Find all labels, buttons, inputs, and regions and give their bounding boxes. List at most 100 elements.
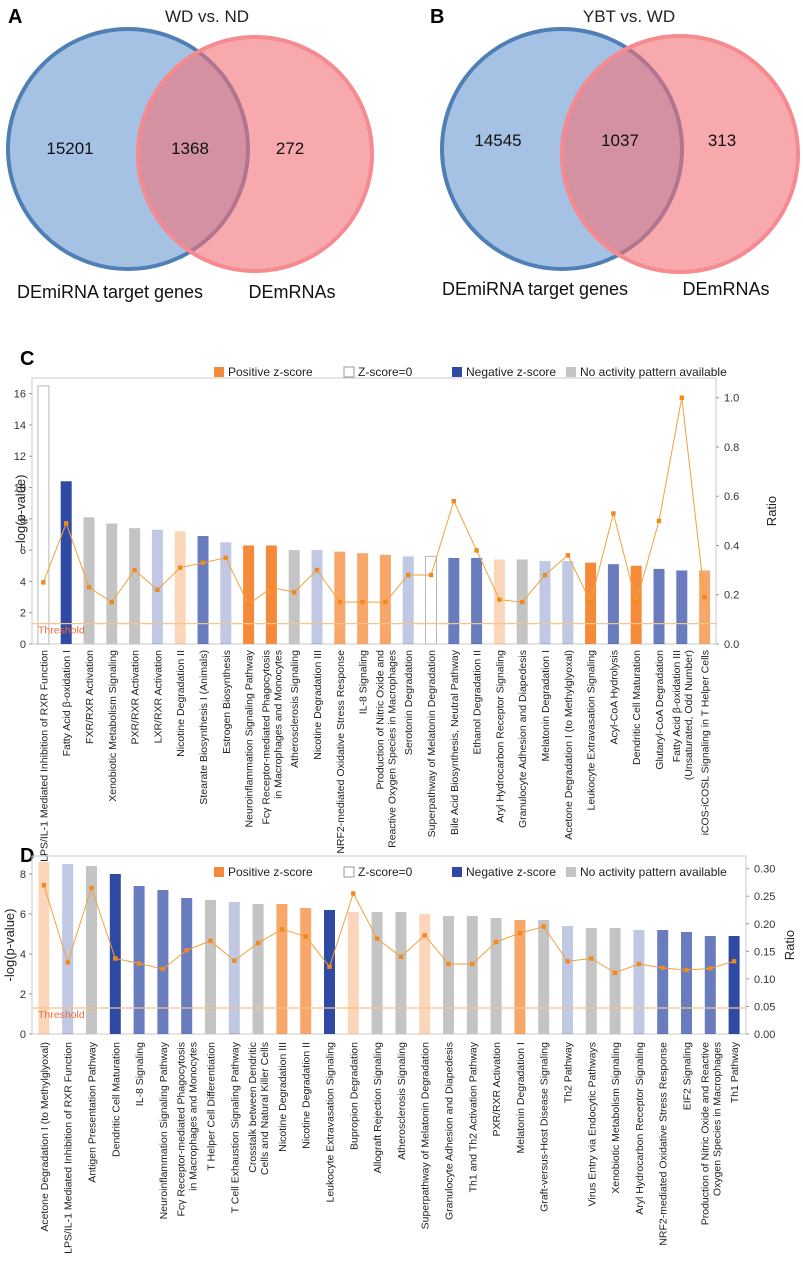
y2-tick-label: 1.0 [724, 393, 739, 405]
category-label-line: Atherosclerosis Signaling [289, 650, 301, 768]
category-label-line: Acyl-CoA Hydrolysis [608, 650, 620, 745]
bar [728, 936, 740, 1034]
venn-a: WD vs. ND 15201 1368 272 DEmiRNA target … [6, 7, 374, 302]
venn-a-left-count: 15201 [46, 139, 93, 158]
bar [562, 926, 573, 1034]
y2-tick-label: 0.05 [754, 1001, 775, 1013]
category-label-line: Th2 Pathway [563, 1041, 575, 1103]
ratio-point [474, 548, 479, 553]
bar [471, 557, 483, 644]
bar [106, 523, 118, 644]
y2-tick-label: 0.25 [754, 891, 775, 903]
category-label-line: EIF2 Signaling [682, 1042, 694, 1110]
category-label: Aryl Hydrocarbon Receptor Signaling [494, 650, 506, 823]
bar [443, 916, 454, 1034]
category-label-line: Acetone Degradation I (to Methylglyoxal) [39, 1042, 51, 1232]
category-label: Th1 and Th2 Activation Pathway [467, 1041, 479, 1192]
category-label-line: Xenobiotic Metabolism Signaling [610, 1042, 622, 1194]
category-label: Virus Entry via Endocytic Pathways [586, 1042, 598, 1206]
category-label: NRF2-mediated Oxidative Stress Response [335, 650, 347, 854]
category-label-line: Serotonin Degradation [403, 650, 415, 755]
category-label-line: Graft-versus-Host Disease Signaling [539, 1042, 551, 1212]
category-label-line: Nicotine Degradation III [312, 650, 324, 760]
category-label: Leukocyte Extravasation Signaling [325, 1042, 337, 1203]
y2-tick-label: 0.10 [754, 974, 775, 986]
ratio-point [255, 940, 261, 946]
category-label: Granulocyte Adhesion and Diapedesis [444, 1042, 456, 1220]
legend-swatch-na [566, 367, 576, 377]
ratio-point [155, 587, 160, 593]
legend-swatch-negative [452, 867, 462, 877]
ratio-point [337, 599, 342, 605]
category-label: Aryl Hydrocarbon Receptor Signaling [634, 1042, 646, 1215]
panel-letter-b: B [430, 6, 444, 28]
bar [448, 557, 460, 644]
venn-a-right-label: DEmRNAs [248, 282, 335, 302]
category-label-line: Ethanol Degradation II [472, 650, 484, 755]
bar [228, 902, 240, 1034]
chart-c: 0 2 4 6 8 10 12 14 16 0.0 0.2 0.4 0.6 0.8 1.0 -log(p-va… [13, 365, 779, 862]
ratio-point [132, 567, 137, 573]
category-label: Neuroinflammation Signaling Pathway [244, 649, 256, 827]
ratio-point [497, 597, 502, 602]
category-label-line: Estrogen Biosynthesis [221, 650, 233, 754]
category-label-line: Th1 and Th2 Activation Pathway [467, 1041, 479, 1192]
category-label-line: PXR/RXR Activation [130, 650, 142, 745]
y2-tick-label: 0.00 [754, 1029, 775, 1041]
category-label: Dendritic Cell Maturation [110, 1042, 122, 1157]
category-label-line: (Unsaturated, Odd Number) [683, 650, 695, 780]
bar [174, 531, 186, 644]
bar [252, 904, 264, 1034]
category-label-line: Fatty Acid β-oxidation I [61, 650, 73, 756]
legend-swatch-positive [214, 367, 224, 377]
ratio-point [398, 954, 404, 960]
category-label: FXR/RXR Activation [84, 650, 96, 744]
category-label: Dendritic Cell Maturation [631, 650, 643, 765]
venn-b-overlap-count: 1037 [601, 131, 639, 150]
legend-label-negative: Negative z-score [466, 365, 556, 379]
ratio-point [360, 599, 365, 605]
bar [379, 554, 391, 644]
category-label-line: Melatonin Degradation I [515, 1042, 527, 1154]
category-label-line: Melatonin Degradation I [540, 650, 552, 762]
y-tick-label: 4 [20, 949, 26, 961]
category-label-line: Production of Nitric Oxide and [374, 650, 386, 790]
ratio-point [541, 924, 546, 929]
ratio-point [422, 933, 427, 938]
bar [109, 874, 121, 1034]
ratio-point [160, 966, 166, 972]
category-label: LPS/IL-1 Mediated Inhibition of RXR Func… [63, 1042, 75, 1254]
category-label: EIF2 Signaling [682, 1042, 694, 1110]
category-label-line: Fatty Acid β-oxidation III [671, 650, 683, 762]
category-label: Nicotine Degradation II [175, 650, 187, 757]
category-label: Fcγ Receptor-mediated Phagocytosisin Mac… [176, 1042, 200, 1217]
category-label-line: Crosstalk between Dendritic [247, 1042, 259, 1173]
ratio-point [634, 599, 639, 605]
category-label: Granulocyte Adhesion and Diapedesis [517, 650, 529, 828]
bar [60, 481, 72, 644]
venn-b-title: YBT vs. WD [583, 7, 675, 26]
category-label: Melatonin Degradation I [540, 650, 552, 762]
legend-label-zero: Z-score=0 [358, 865, 413, 879]
ratio-point [232, 958, 237, 963]
ratio-point [65, 960, 70, 965]
category-label-line: Leukocyte Extravasation Signaling [586, 650, 598, 811]
y-tick-label: 0 [20, 639, 26, 651]
ratio-point [565, 553, 570, 558]
y-tick-label: 16 [14, 389, 26, 401]
bar [657, 930, 669, 1034]
bar [490, 918, 502, 1034]
category-label: Fatty Acid β-oxidation I [61, 650, 73, 756]
venn-a-overlap-count: 1368 [171, 139, 209, 158]
ratio-point [86, 585, 92, 590]
category-label-line: Allograft Rejection Signaling [372, 1042, 384, 1173]
category-label-line: Aryl Hydrocarbon Receptor Signaling [634, 1042, 646, 1215]
bar [265, 545, 277, 644]
bar [630, 565, 642, 644]
ratio-point [708, 966, 713, 971]
category-label-line: Bile Acid Biosynthesis, Neutral Pathway [449, 649, 461, 835]
legend-label-positive: Positive z-score [228, 365, 313, 379]
ratio-point [446, 961, 451, 967]
category-label: PXR/RXR Activation [491, 1042, 503, 1137]
